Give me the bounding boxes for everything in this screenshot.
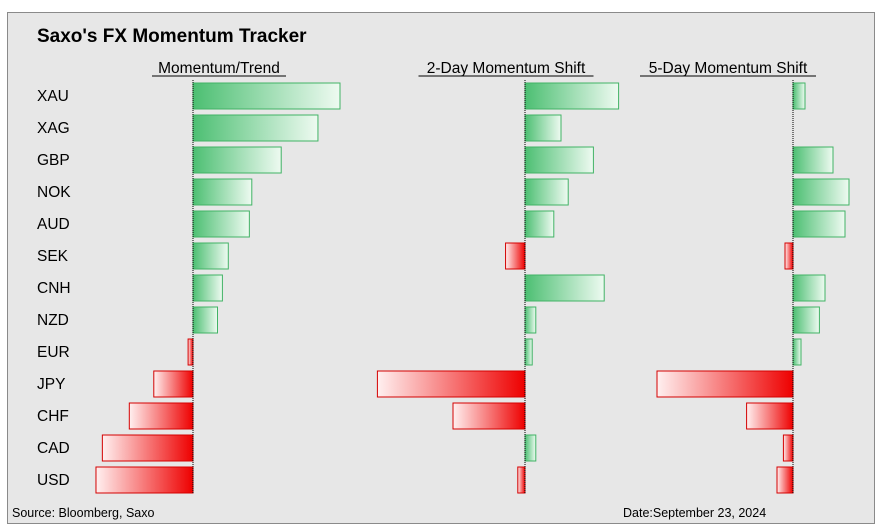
category-label-usd: USD bbox=[37, 472, 70, 489]
category-label-xag: XAG bbox=[37, 120, 70, 137]
category-label-cnh: CNH bbox=[37, 280, 71, 297]
bar-5-day-momentum-shift-cad bbox=[782, 434, 794, 462]
bar-2-day-momentum-shift-jpy bbox=[376, 370, 526, 398]
bar-momentum-trend-sek bbox=[192, 242, 229, 270]
bar-2-day-momentum-shift-gbp bbox=[524, 146, 594, 174]
category-label-aud: AUD bbox=[37, 216, 70, 233]
bar-2-day-momentum-shift-nok bbox=[524, 178, 569, 206]
bar-2-day-momentum-shift-nzd bbox=[524, 306, 537, 334]
category-label-eur: EUR bbox=[37, 344, 70, 361]
chart-frame: Saxo's FX Momentum Tracker XAU XAG GBP NOK A… bbox=[7, 12, 875, 524]
bar-momentum-trend-aud bbox=[192, 210, 250, 238]
panel-header-5-day-momentum-shift: 5-Day Momentum Shift bbox=[649, 60, 808, 77]
bar-2-day-momentum-shift-cnh bbox=[524, 274, 605, 302]
source-note: Source: Bloomberg, Saxo bbox=[12, 506, 154, 520]
bar-2-day-momentum-shift-xau bbox=[524, 82, 620, 110]
chart-panels: Momentum/Trend 2-Day Momentum Shift 5-Day … bbox=[95, 60, 850, 494]
bar-momentum-trend-cad bbox=[101, 434, 194, 462]
bar-momentum-trend-chf bbox=[128, 402, 194, 430]
bar-momentum-trend-nzd bbox=[192, 306, 218, 334]
chart-title: Saxo's FX Momentum Tracker bbox=[37, 26, 307, 47]
bar-momentum-trend-eur bbox=[187, 338, 194, 366]
bar-2-day-momentum-shift-xag bbox=[524, 114, 562, 142]
bar-5-day-momentum-shift-xau bbox=[792, 82, 806, 110]
category-label-cad: CAD bbox=[37, 440, 70, 457]
bar-5-day-momentum-shift-aud bbox=[792, 210, 846, 238]
bar-momentum-trend-nok bbox=[192, 178, 253, 206]
bar-momentum-trend-xau bbox=[192, 82, 341, 110]
date-note: Date:September 23, 2024 bbox=[623, 506, 766, 520]
bar-5-day-momentum-shift-chf bbox=[746, 402, 794, 430]
bar-momentum-trend-usd bbox=[95, 466, 194, 494]
panel-header-2-day-momentum-shift: 2-Day Momentum Shift bbox=[427, 60, 586, 77]
category-label-nzd: NZD bbox=[37, 312, 69, 329]
category-label-chf: CHF bbox=[37, 408, 69, 425]
bar-2-day-momentum-shift-chf bbox=[452, 402, 526, 430]
panel-header-momentum-trend: Momentum/Trend bbox=[158, 60, 280, 77]
bar-5-day-momentum-shift-cnh bbox=[792, 274, 826, 302]
bar-momentum-trend-gbp bbox=[192, 146, 282, 174]
bar-5-day-momentum-shift-jpy bbox=[656, 370, 794, 398]
bar-5-day-momentum-shift-nzd bbox=[792, 306, 820, 334]
bar-momentum-trend-cnh bbox=[192, 274, 223, 302]
bar-2-day-momentum-shift-aud bbox=[524, 210, 555, 238]
category-label-xau: XAU bbox=[37, 88, 69, 105]
bar-2-day-momentum-shift-sek bbox=[505, 242, 526, 270]
category-label-gbp: GBP bbox=[37, 152, 70, 169]
bar-2-day-momentum-shift-usd bbox=[517, 466, 526, 494]
bar-momentum-trend-xag bbox=[192, 114, 319, 142]
bar-5-day-momentum-shift-eur bbox=[792, 338, 802, 366]
momentum-chart: Saxo's FX Momentum Tracker XAU XAG GBP NOK A… bbox=[12, 26, 850, 520]
category-label-sek: SEK bbox=[37, 248, 69, 265]
category-label-nok: NOK bbox=[37, 184, 71, 201]
bar-2-day-momentum-shift-cad bbox=[524, 434, 537, 462]
bar-5-day-momentum-shift-sek bbox=[784, 242, 794, 270]
category-labels: XAU XAG GBP NOK AUD SEK CNH NZD EUR JPY CHF CAD USD bbox=[37, 88, 71, 489]
category-label-jpy: JPY bbox=[37, 376, 65, 393]
bar-5-day-momentum-shift-usd bbox=[776, 466, 794, 494]
bar-momentum-trend-jpy bbox=[153, 370, 194, 398]
bar-2-day-momentum-shift-eur bbox=[524, 338, 533, 366]
bar-5-day-momentum-shift-nok bbox=[792, 178, 850, 206]
bar-5-day-momentum-shift-gbp bbox=[792, 146, 834, 174]
